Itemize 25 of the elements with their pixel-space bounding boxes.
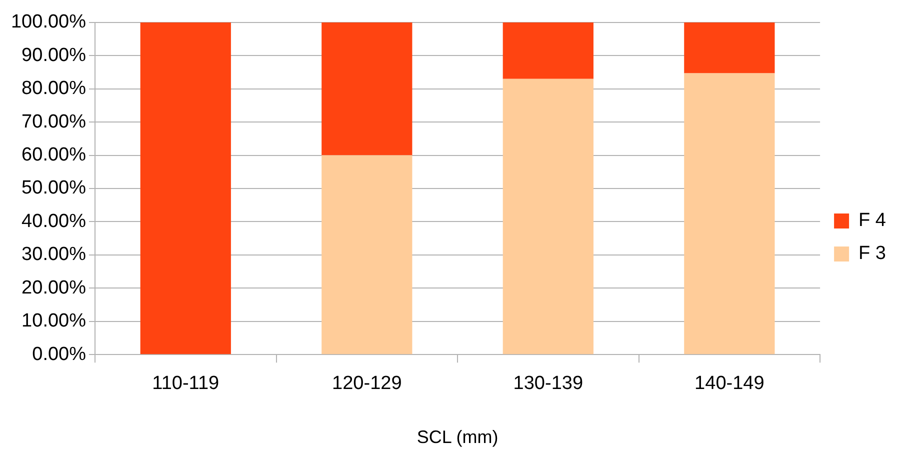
x-tick-label: 130-139 xyxy=(513,373,584,394)
bar xyxy=(322,22,412,156)
bar xyxy=(502,22,594,79)
bar xyxy=(684,73,775,354)
y-tick-label: 0.00% xyxy=(32,344,86,365)
y-tick-label: 60.00% xyxy=(22,144,86,166)
bar xyxy=(322,155,412,354)
legend-label: F 4 xyxy=(858,210,886,232)
x-tick-label: 140-149 xyxy=(694,373,764,394)
y-tick-label: 40.00% xyxy=(22,210,86,232)
y-tick-label: 20.00% xyxy=(22,277,86,298)
legend-label: F 3 xyxy=(858,243,886,264)
bar xyxy=(502,78,594,354)
y-tick-label: 30.00% xyxy=(22,244,86,266)
y-tick-label: 80.00% xyxy=(22,78,86,100)
x-axis-title: SCL (mm) xyxy=(416,427,498,448)
x-tick-label: 110-119 xyxy=(152,373,220,394)
y-tick-label: 10.00% xyxy=(22,310,86,332)
bar xyxy=(684,22,775,74)
y-tick-label: 100.00% xyxy=(10,12,86,33)
y-tick-label: 50.00% xyxy=(22,178,86,199)
y-tick-label: 70.00% xyxy=(22,111,86,132)
x-tick-label: 120-129 xyxy=(332,373,402,394)
y-tick-label: 90.00% xyxy=(22,44,86,66)
bar xyxy=(140,22,231,354)
